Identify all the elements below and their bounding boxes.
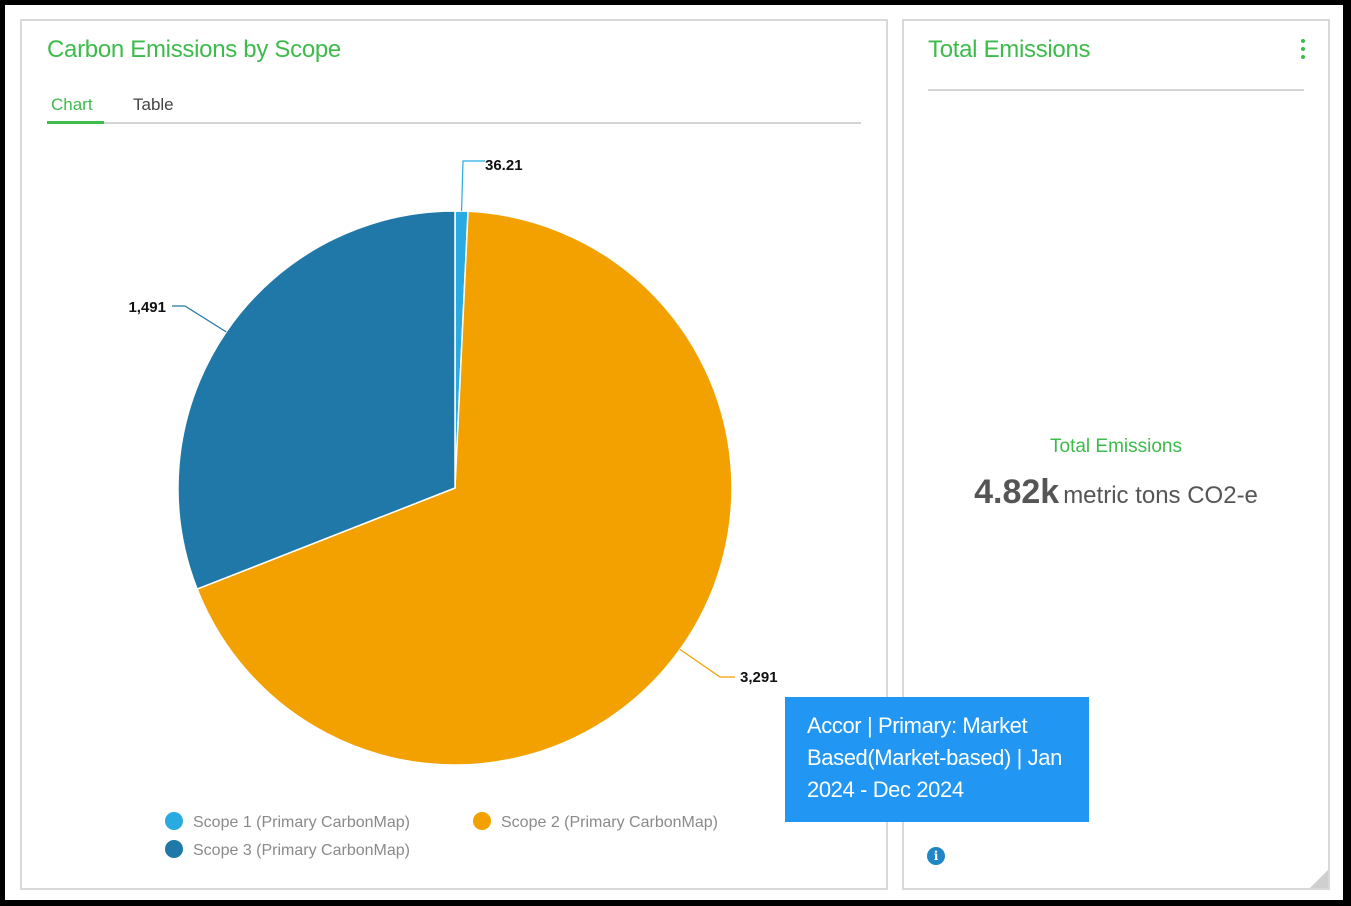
tooltip-line: Accor | Primary: Market	[807, 713, 1028, 738]
legend-marker-icon	[473, 812, 491, 830]
info-icon[interactable]: i	[927, 847, 945, 865]
leader-line	[460, 160, 485, 212]
tabs-divider	[47, 122, 861, 124]
legend-item-scope-3[interactable]: Scope 3 (Primary CarbonMap)	[165, 840, 410, 860]
legend-label: Scope 3 (Primary CarbonMap)	[193, 842, 410, 859]
data-label: 3,291	[740, 669, 778, 686]
leader-line	[679, 648, 735, 678]
pie-slice-3[interactable]	[177, 210, 456, 591]
kpi-unit: metric tons CO2-e	[1063, 482, 1258, 509]
data-label: 36.21	[485, 157, 523, 174]
data-label: 1,491	[128, 299, 166, 316]
kebab-menu-icon[interactable]	[1300, 39, 1306, 59]
kpi-row: 4.82k metric tons CO2-e	[904, 473, 1328, 512]
title-divider	[928, 89, 1304, 91]
kpi-label: Total Emissions	[1050, 436, 1182, 457]
kpi-value: 4.82k	[974, 473, 1060, 511]
legend-label: Scope 2 (Primary CarbonMap)	[501, 814, 718, 831]
legend-label: Scope 1 (Primary CarbonMap)	[193, 814, 410, 831]
active-tab-indicator	[47, 121, 104, 124]
tooltip-line: 2024 - Dec 2024	[807, 777, 964, 802]
tab-chart[interactable]: Chart	[51, 95, 93, 114]
card-title: Total Emissions	[928, 36, 1091, 63]
legend-item-scope-2[interactable]: Scope 2 (Primary CarbonMap)	[473, 812, 718, 832]
tooltip: Accor | Primary: Market Based(Market-bas…	[785, 697, 1089, 822]
legend-marker-icon	[165, 840, 183, 858]
legend-marker-icon	[165, 812, 183, 830]
tooltip-line: Based(Market-based) | Jan	[807, 745, 1062, 770]
card-title: Carbon Emissions by Scope	[47, 36, 341, 63]
leader-line	[172, 305, 227, 333]
legend-item-scope-1[interactable]: Scope 1 (Primary CarbonMap)	[165, 812, 410, 832]
tab-table[interactable]: Table	[133, 95, 174, 114]
resize-handle[interactable]	[1310, 870, 1328, 888]
